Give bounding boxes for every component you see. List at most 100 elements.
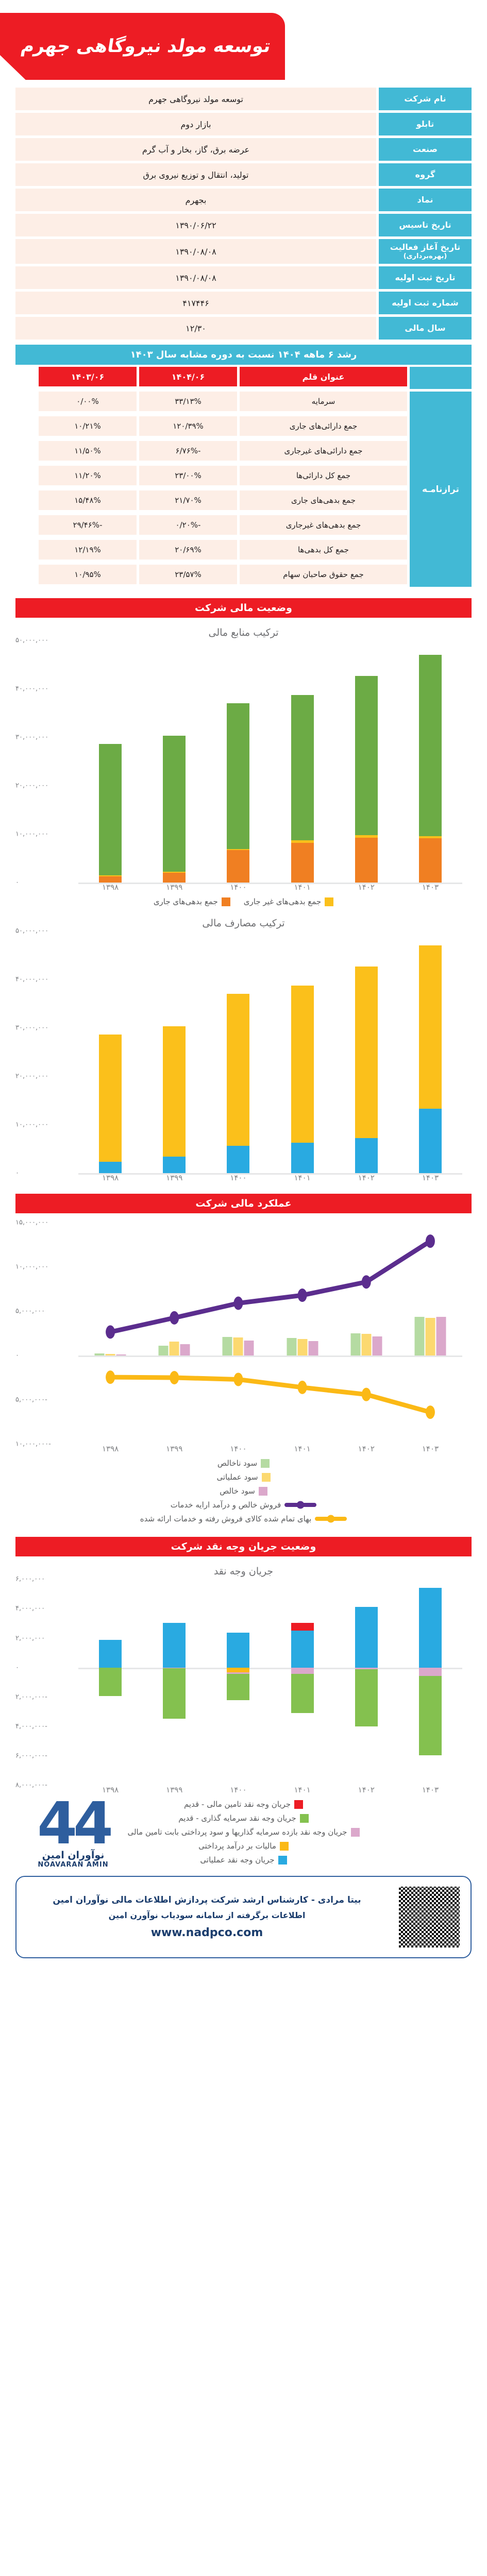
line-series [108,1375,433,1415]
info-row: نماد بجهرم [15,189,472,211]
bar-slot [206,640,270,883]
chart2-title: ترکیب مصارف مالی [202,918,285,929]
footer-card: بیتا مرادی - کارشناس ارشد شرکت پردازش اط… [15,1876,472,1959]
y-axis-tick: ۰ [15,1169,19,1177]
bar-segment [227,703,250,850]
bar-segment [227,993,250,1146]
bar-segment [418,838,442,883]
brand-logo: 44 نوآوران امین NOAVARAN AMIN [22,1795,125,1869]
bar-segment [361,1334,372,1356]
chart4-x-labels: ۱۳۹۸ ۱۳۹۹ ۱۴۰۰ ۱۴۰۱ ۱۴۰۲ ۱۴۰۳ [78,1785,462,1794]
x-axis-tick: ۱۴۰۱ [294,883,311,892]
bar-segment [180,1344,190,1356]
data-point [361,1275,371,1289]
x-axis-tick: ۱۴۰۱ [294,1785,311,1795]
bar-segment [227,1145,250,1174]
x-axis-tick: ۱۴۰۲ [358,1173,375,1183]
bar-segment [227,1667,250,1673]
chart3-x-labels: ۱۳۹۸ ۱۳۹۹ ۱۴۰۰ ۱۴۰۱ ۱۴۰۲ ۱۴۰۳ [78,1444,462,1453]
bar-segment [163,1157,186,1174]
footer-credits: بیتا مرادی - کارشناس ارشد شرکت پردازش اط… [26,1895,388,1939]
y-axis-tick: ۲۰,۰۰۰,۰۰۰ [15,1072,49,1080]
x-axis-tick: ۱۴۰۳ [422,883,439,892]
y-axis-tick: ۰ [15,1351,19,1360]
balance-value: ۳۳/۱۳% [139,392,237,412]
plot-area [78,640,462,885]
y-axis: ۸,۰۰۰,۰۰۰- ۶,۰۰۰,۰۰۰- ۴,۰۰۰,۰۰۰- ۲,۰۰۰,۰۰۰-… [15,1575,77,1789]
legend-item: جریان وجه نقد بازده سرمایه گذاریها و سود… [127,1827,360,1837]
info-row-value: ۱۳۹۰/۰۸/۰۸ [15,266,376,290]
bar-slot [398,1223,462,1444]
bar-segment [291,986,314,1143]
bar-segment [355,675,378,836]
table-row: جمع دارائی‌های جاری ۱۲۰/۳۹% ۱۰/۲۱% [15,416,407,436]
legend-swatch-icon [261,1459,270,1468]
x-axis-tick: ۱۴۰۱ [294,1173,311,1183]
balance-item-label: جمع کل بدهی‌ها [240,540,407,560]
qr-code-icon[interactable] [397,1885,461,1950]
x-axis-tick: ۱۳۹۹ [166,1173,183,1183]
chart4-plot: ۸,۰۰۰,۰۰۰- ۶,۰۰۰,۰۰۰- ۴,۰۰۰,۰۰۰- ۲,۰۰۰,۰۰۰-… [15,1575,472,1789]
bar-segment [99,875,122,883]
bar-slot [142,640,206,883]
bar-segment [291,1622,314,1631]
bar-segment [418,945,442,1109]
y-axis: ۰ ۱۰,۰۰۰,۰۰۰ ۲۰,۰۰۰,۰۰۰ ۳۰,۰۰۰,۰۰۰ ۴۰,۰۰۰,۰۰… [15,927,77,1177]
bar-slot [142,1579,206,1785]
data-point [106,1370,115,1384]
balance-col-header: ۱۴۰۳/۰۶ [39,367,137,387]
x-axis-tick: ۱۴۰۰ [230,1444,247,1454]
bar-slot [334,931,398,1174]
y-axis-tick: ۴,۰۰۰,۰۰۰ [15,1604,45,1613]
bar-segment [418,655,442,836]
data-point [425,1405,435,1419]
bar-segment [291,1630,314,1668]
bar-slot [334,1223,398,1444]
plot-area [78,1223,462,1444]
bar-segment [436,1316,446,1356]
bar-segment [163,736,186,872]
company-info-table: نام شرکت توسعه مولد نیروگاهی جهرم تابلو باز… [15,88,472,340]
legend-swatch-icon [279,1841,289,1851]
zero-baseline [78,1173,462,1175]
y-axis-tick: ۱۰,۰۰۰,۰۰۰ [15,1121,49,1129]
bar-segment [355,1138,378,1174]
x-axis-tick: ۱۴۰۰ [230,883,247,892]
info-row-value: ۱۲/۳۰ [15,317,376,340]
x-axis-tick: ۱۴۰۳ [422,1444,439,1454]
bar-segment [291,695,314,841]
bar-slot [271,1579,334,1785]
legend-label: سود خالص [220,1486,255,1496]
bar-segment [291,1667,314,1674]
data-point [233,1296,243,1310]
legend-label: جریان وجه نقد عملیاتی [200,1855,275,1865]
x-axis-tick: ۱۳۹۸ [102,1444,119,1454]
bar-segment [308,1341,318,1356]
x-axis-tick: ۱۴۰۳ [422,1785,439,1795]
footer: 44 نوآوران امین NOAVARAN AMIN بیتا مرادی… [15,1795,472,1959]
line-series-layer [106,1234,435,1419]
table-row: جمع بدهی‌های غیرجاری -۰/۲۰% -۲۹/۴۶% [15,515,407,535]
bar-segment [355,1606,378,1668]
chart-financial-resources: ترکیب منابع مالی ۰ ۱۰,۰۰۰,۰۰۰ ۲۰,۰۰۰,۰۰۰ ۳۰… [15,618,472,908]
table-row: جمع بدهی‌های جاری ۲۱/۷۰% ۱۵/۴۸% [15,490,407,511]
info-row-value: ۱۳۹۰/۰۶/۲۲ [15,214,376,236]
info-row-key: تابلو [379,113,472,135]
bar-segment [350,1333,361,1356]
y-axis: ۱۰,۰۰۰,۰۰۰- ۵,۰۰۰,۰۰۰- ۰ ۵,۰۰۰,۰۰۰ ۱۰,۰۰۰,۰۰… [15,1219,77,1448]
footer-url[interactable]: www.nadpco.com [150,1926,263,1940]
chart4-legend: جریان وجه نقد تامین مالی - قدیم جریان وجه… [15,1794,472,1867]
bar-slot [78,931,142,1174]
bar-slot [206,1223,270,1444]
bar-segment [355,835,378,838]
legend-item: جریان وجه نقد تامین مالی - قدیم [184,1800,304,1809]
balance-value: -۰/۲۰% [139,515,237,535]
balance-value: ۲۰/۶۹% [139,540,237,560]
balance-value: ۱۵/۴۸% [39,490,137,511]
y-axis-tick: ۵,۰۰۰,۰۰۰ [15,1307,45,1315]
x-axis-tick: ۱۴۰۲ [358,883,375,892]
table-row: جمع حقوق صاحبان سهام ۲۳/۵۷% ۱۰/۹۵% [15,565,407,585]
bar-slot [271,931,334,1174]
y-axis-tick: ۱۰,۰۰۰,۰۰۰ [15,830,49,838]
